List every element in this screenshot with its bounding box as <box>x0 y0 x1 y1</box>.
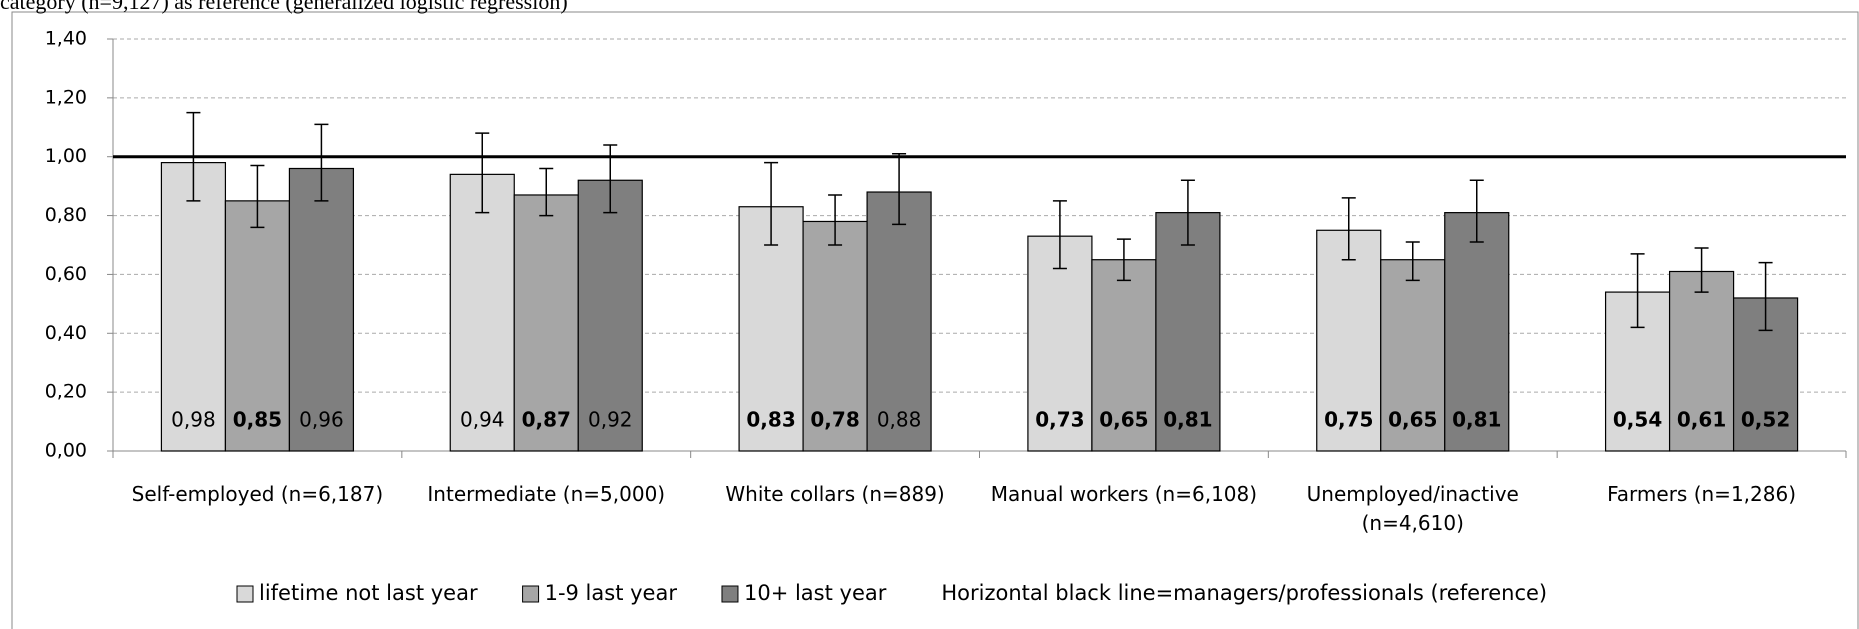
y-tick-label: 0,60 <box>45 263 87 285</box>
error-bar <box>828 194 843 246</box>
bar <box>1668 270 1735 452</box>
error-bar <box>1630 253 1645 329</box>
error-bar <box>764 161 779 246</box>
x-tick-label: Unemployed/inactive (n=4,610) <box>1306 482 1519 535</box>
y-tick-label: 0,20 <box>45 381 87 403</box>
chart-border <box>11 11 1859 629</box>
bar <box>1091 259 1157 452</box>
value-label: 0,54 <box>1613 408 1662 432</box>
legend-swatch <box>721 585 739 603</box>
error-bar <box>1180 179 1195 246</box>
x-tick-label: White collars (n=889) <box>725 482 945 506</box>
error-bar <box>1341 197 1356 261</box>
value-label: 0,92 <box>588 408 633 432</box>
bar <box>866 191 932 452</box>
bar <box>802 220 868 452</box>
value-label: 0,98 <box>171 408 216 432</box>
bar <box>1444 212 1510 452</box>
x-tick-label: Self-employed (n=6,187) <box>131 482 384 506</box>
value-label: 0,65 <box>1388 408 1437 432</box>
error-bar <box>314 123 329 202</box>
value-label: 0,61 <box>1677 408 1726 432</box>
value-label: 0,88 <box>877 408 922 432</box>
bar <box>449 173 515 452</box>
chart-subtitle: category (n=9,127) as reference (general… <box>0 0 568 14</box>
value-label: 0,81 <box>1452 408 1501 432</box>
value-label: 0,81 <box>1163 408 1212 432</box>
value-label: 0,96 <box>299 408 344 432</box>
error-bar <box>475 132 490 214</box>
value-label: 0,87 <box>522 408 571 432</box>
y-tick-label: 0,40 <box>45 322 87 344</box>
legend-label: 10+ last year <box>744 581 887 605</box>
value-label: 0,52 <box>1741 408 1790 432</box>
y-tick-label: 1,00 <box>45 145 87 167</box>
error-bar <box>1116 238 1131 282</box>
value-label: 0,78 <box>810 408 859 432</box>
bar <box>1155 212 1221 452</box>
bar <box>160 162 227 452</box>
error-bar <box>1469 179 1484 243</box>
error-bar <box>1758 261 1773 332</box>
x-tick-label: Farmers (n=1,286) <box>1607 482 1797 506</box>
value-label: 0,73 <box>1035 408 1084 432</box>
error-bar <box>1052 200 1067 270</box>
annotation: Horizontal black line=managers/professio… <box>941 581 1547 605</box>
error-bar <box>539 167 554 217</box>
bar <box>288 167 355 452</box>
value-label: 0,65 <box>1099 408 1148 432</box>
legend-label: lifetime not last year <box>259 581 478 605</box>
bar <box>1027 235 1093 452</box>
x-tick-label: Intermediate (n=5,000) <box>427 482 666 506</box>
legend-swatch <box>522 585 540 603</box>
y-tick-label: 1,20 <box>45 86 87 108</box>
value-label: 0,94 <box>460 408 505 432</box>
error-bar <box>1694 247 1709 293</box>
legend-swatch <box>236 585 254 603</box>
error-bar <box>250 164 265 229</box>
legend-label: 1-9 last year <box>545 581 678 605</box>
x-tick-label: Manual workers (n=6,108) <box>990 482 1258 506</box>
value-label: 0,83 <box>746 408 795 432</box>
y-tick-label: 1,40 <box>45 28 87 50</box>
bar <box>224 200 291 452</box>
y-tick-label: 0,00 <box>45 440 87 462</box>
value-label: 0,75 <box>1324 408 1373 432</box>
error-bar <box>892 153 907 226</box>
y-tick-label: 0,80 <box>45 204 87 226</box>
value-label: 0,85 <box>233 408 282 432</box>
error-bar <box>1405 241 1420 282</box>
bar <box>577 179 643 452</box>
bar <box>1316 229 1382 452</box>
